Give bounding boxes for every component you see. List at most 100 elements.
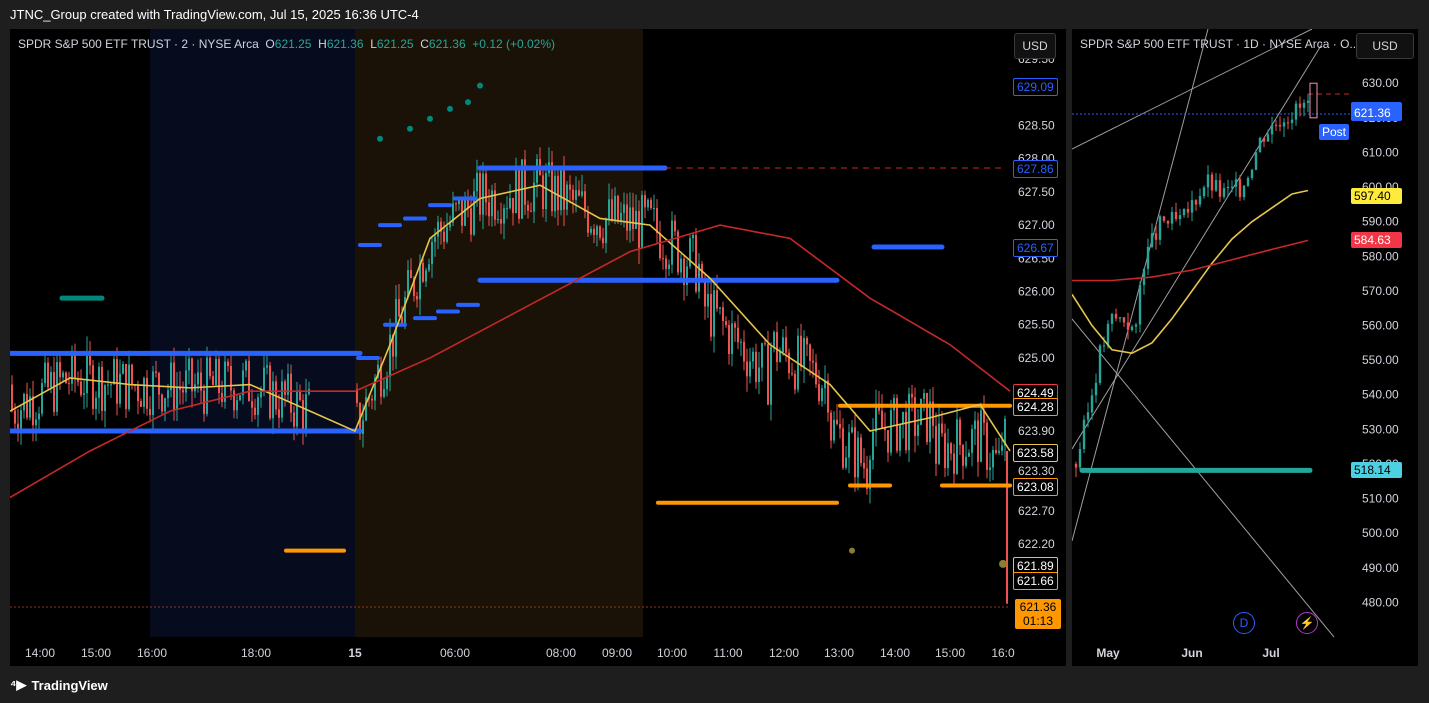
x-tick-label: 16:00 [137,646,167,660]
candle-body [716,290,718,309]
candle-body [41,383,43,414]
y-tick-label: 625.50 [1018,318,1055,332]
candle-body [1086,412,1090,420]
candle-body [1090,395,1094,413]
candle-body [77,378,79,382]
candle-body [1001,445,1003,451]
candle-body [824,380,826,389]
candle-body [956,419,958,474]
candle-body [89,351,91,366]
candle-body [884,427,886,431]
candle-body [407,270,409,298]
candle-body [995,450,997,453]
daily-chart-svg[interactable]: 630.00620.00610.00600.00590.00580.00570.… [1072,29,1418,666]
candle-body [638,210,640,248]
candle-body [815,362,817,385]
change-value: +0.12 (+0.02%) [472,37,556,51]
marker-dot [377,135,383,142]
x-tick-label: 09:00 [602,646,632,660]
candle-body [452,203,454,223]
candle-body [959,419,961,446]
candle-body [137,385,139,402]
candle-body [158,373,160,395]
candle-body [59,362,61,378]
candle-body [56,362,58,412]
candle-body [170,362,172,391]
candle-body [251,401,253,408]
candle-body [962,445,964,466]
candle-body [698,263,700,292]
dividend-icon[interactable]: D [1233,612,1255,634]
candle-body [626,204,628,231]
y-tick-label: 540.00 [1362,388,1399,402]
candle-body [770,347,772,405]
candle-body [767,343,769,405]
candle-body [377,364,379,378]
intraday-chart-pane[interactable]: 629.50629.00628.50628.00627.50627.00626.… [10,29,1066,666]
candle-body [212,376,214,385]
earnings-icon[interactable]: ⚡ [1296,612,1318,634]
x-tick-label: 14:00 [25,646,55,660]
daily-symbol: SPDR S&P 500 ETF TRUST · 1D · NYSE Arca … [1080,37,1360,51]
candle-body [215,358,217,385]
candle-body [728,325,730,355]
candle-body [1118,317,1122,319]
price-axis-label: 624.49 [1013,383,1058,402]
candle-body [596,226,598,236]
candle-body [677,231,679,273]
candle-body [674,220,676,232]
candle-body [161,394,163,412]
candle-body [773,332,775,348]
candle-body [20,410,22,432]
candle-body [731,323,733,355]
candle-body [659,233,661,259]
candle-body [911,393,913,398]
trendline [1072,318,1335,638]
candle-body [794,373,796,390]
candle-body [1290,119,1294,124]
tradingview-brand[interactable]: ⁴▶ TradingView [10,677,108,693]
candle-body [650,199,652,209]
marker-dot [999,559,1007,568]
candle-body [86,351,88,394]
candle-body [989,467,991,470]
candle-body [629,207,631,231]
candle-body [26,393,28,418]
candle-body [986,422,988,470]
candle-body [1202,187,1206,197]
candle-body [239,395,241,401]
candle-body [1178,215,1182,220]
candle-body [434,236,436,243]
y-tick-label: 622.70 [1018,504,1055,518]
candle-body [1302,102,1306,108]
candle-body [437,221,439,237]
candle-body [164,398,166,412]
candle-body [983,410,985,423]
candle-body [749,361,751,377]
candle-body [83,393,85,395]
candle-body [476,173,478,192]
candle-body [1210,174,1214,191]
moving-average-line [10,184,1011,452]
candle-body [977,420,979,462]
candle-body [1146,247,1150,269]
y-tick-label: 480.00 [1362,595,1399,609]
intraday-chart-svg[interactable]: 629.50629.00628.50628.00627.50627.00626.… [10,29,1066,666]
candle-body [152,371,154,416]
price-axis-label: 629.09 [1013,78,1058,97]
y-tick-label: 610.00 [1362,145,1399,159]
marker-dot [447,105,453,112]
currency-button[interactable]: USD [1014,33,1056,59]
candle-body [740,341,742,343]
y-tick-label: 627.00 [1018,218,1055,232]
moving-average-line [1072,189,1309,355]
candle-body [62,372,64,378]
candle-body [1194,200,1198,205]
candle-body [545,173,547,210]
daily-chart-pane[interactable]: 630.00620.00610.00600.00590.00580.00570.… [1072,29,1418,666]
candle-body [143,377,145,407]
candle-body [14,410,16,424]
daily-currency-button[interactable]: USD [1356,33,1414,59]
marker-dot [849,547,855,554]
candle-body [947,443,949,469]
